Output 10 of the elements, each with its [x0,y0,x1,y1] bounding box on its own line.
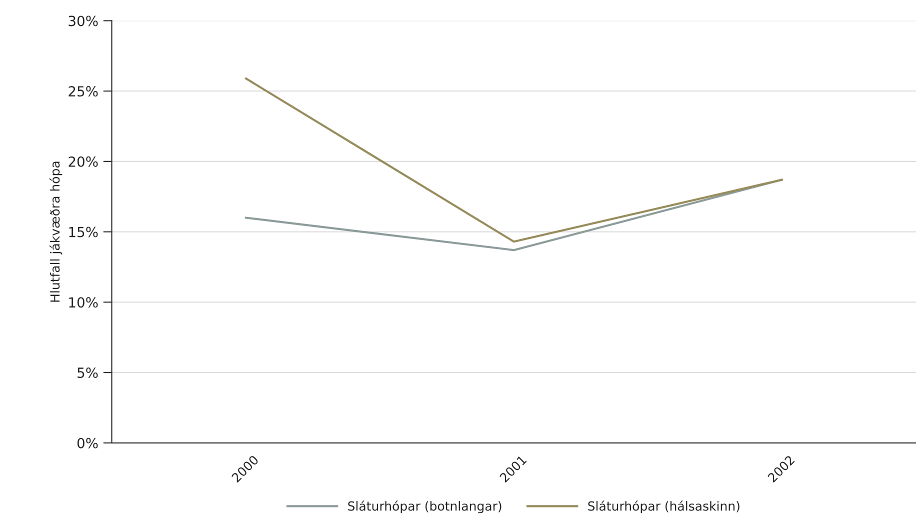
y-tick-label: 10% [69,297,98,308]
y-tick-label: 15% [69,226,98,238]
y-axis-title: Hlutfall jákvæðra hópa [50,162,62,302]
legend-label: Sláturhópar (botnlangar) [348,500,502,514]
y-tick-label: 20% [68,156,98,167]
legend-label: Sláturhópar (hálsaskinn) [588,500,740,514]
y-tick-label: 30% [68,16,98,26]
y-tick-label: 0% [77,438,98,448]
y-tick-label: 5% [78,367,98,378]
y-tick-label: 25% [68,86,98,97]
